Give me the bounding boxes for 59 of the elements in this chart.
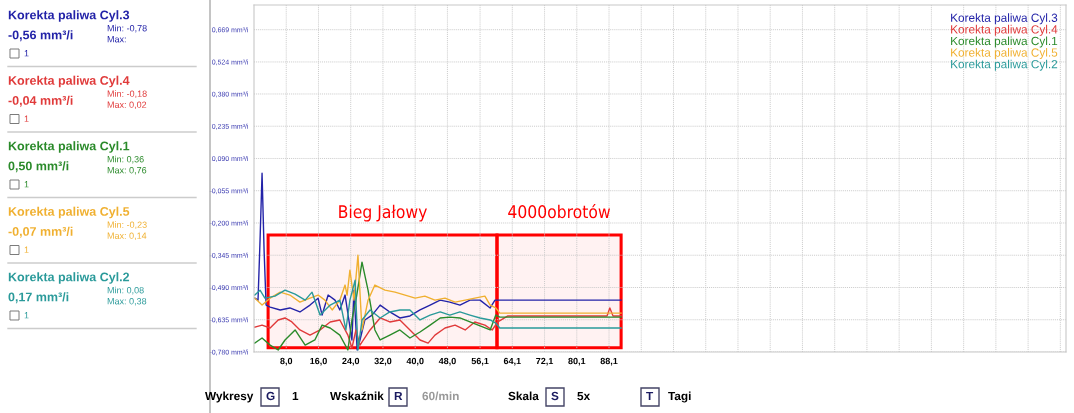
band-label: Bieg Jałowy <box>339 204 427 222</box>
text: Korekta paliwa Cyl.1 <box>951 36 1058 48</box>
x-tick-label: 32,0 <box>374 357 392 366</box>
text: 1 <box>24 50 29 57</box>
text: Min: -0,78 <box>107 24 147 33</box>
x-tick-label: 80,1 <box>568 357 586 366</box>
band-label: 4000obrotów <box>508 204 611 219</box>
line-series <box>254 261 622 351</box>
x-tick-label: 56,1 <box>471 357 489 366</box>
x-tick-label: 48,0 <box>438 357 456 366</box>
text: Korekta paliwa Cyl.3 <box>8 10 130 22</box>
x-tick-label: 64,1 <box>503 357 521 366</box>
text: R <box>394 391 403 401</box>
text: Max: 0,14 <box>107 232 147 240</box>
text: 5x <box>577 391 591 401</box>
text: 1 <box>24 115 29 122</box>
text: Min: -0,23 <box>107 221 147 229</box>
text: Korekta paliwa Cyl.5 <box>8 206 130 219</box>
text: 1 <box>24 312 29 319</box>
x-tick-label: 72,1 <box>536 357 554 366</box>
text: Korekta paliwa Cyl.2 <box>951 59 1058 71</box>
text: Max: <box>107 36 126 43</box>
text: Korekta paliwa Cyl.4 <box>8 75 130 88</box>
x-tick-label: 24,0 <box>342 357 360 366</box>
text: 60/min <box>422 391 459 401</box>
line-series <box>254 307 622 349</box>
text: Wykresy <box>205 391 254 403</box>
text: -0,07 mm³/i <box>8 226 73 238</box>
x-tick-label: 16,0 <box>310 357 327 366</box>
x-tick-label: 88,1 <box>600 357 618 366</box>
line-series <box>254 254 622 331</box>
text: Korekta paliwa Cyl.4 <box>951 24 1058 36</box>
text: Korekta paliwa Cyl.5 <box>951 48 1058 60</box>
text: Tagi <box>668 391 691 403</box>
text: 1 <box>24 246 29 253</box>
text: Min: -0,18 <box>107 90 147 98</box>
text: Max: 0,38 <box>107 298 147 306</box>
text: -0,04 mm³/i <box>8 95 73 107</box>
text: G <box>266 391 275 401</box>
text: 0,17 mm³/i <box>8 292 69 304</box>
line-series <box>254 172 622 351</box>
text: Max: 0,02 <box>107 101 147 109</box>
text: Korekta paliwa Cyl.3 <box>951 13 1058 25</box>
text: 0,50 mm³/i <box>8 161 69 173</box>
text: Min: 0,36 <box>107 155 144 164</box>
text: -0,56 mm³/i <box>8 30 73 42</box>
text: Max: 0,76 <box>107 167 147 175</box>
x-tick-label: 8,0 <box>280 357 293 366</box>
text: Min: 0,08 <box>107 286 144 295</box>
text: 1 <box>24 181 29 188</box>
text: Korekta paliwa Cyl.2 <box>8 272 130 284</box>
line-series <box>254 279 622 351</box>
text: 1 <box>292 391 299 401</box>
text: S <box>551 391 559 401</box>
text: T <box>646 391 654 401</box>
text: Wskaźnik <box>330 391 384 401</box>
text: Korekta paliwa Cyl.1 <box>8 141 130 153</box>
text: Skala <box>508 391 539 401</box>
x-tick-label: 40,0 <box>406 357 424 366</box>
